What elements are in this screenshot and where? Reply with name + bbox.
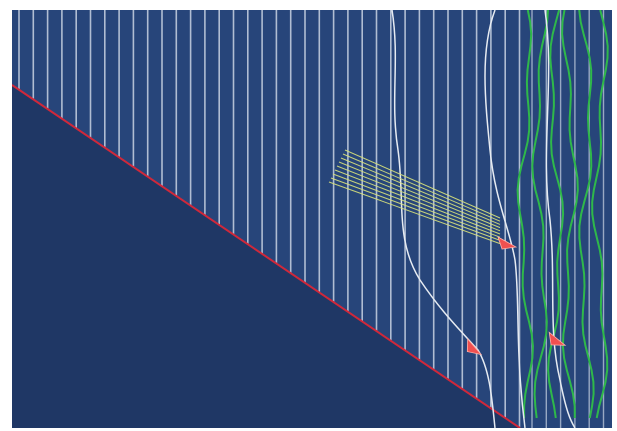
vessel-marker bbox=[548, 331, 567, 346]
yellow-line bbox=[334, 169, 501, 235]
green-track bbox=[578, 10, 595, 419]
white-track bbox=[391, 10, 496, 428]
white-track bbox=[544, 10, 576, 428]
vessel-marker bbox=[497, 236, 518, 250]
green-track bbox=[516, 10, 534, 418]
yellow-line bbox=[332, 173, 501, 238]
green-track bbox=[561, 10, 579, 419]
yellow-line bbox=[340, 157, 501, 225]
green-track bbox=[591, 10, 609, 419]
yellow-line bbox=[344, 149, 501, 219]
track-lines bbox=[12, 10, 609, 428]
boundary-line bbox=[12, 84, 521, 428]
green-track bbox=[547, 10, 565, 419]
yellow-line bbox=[330, 177, 501, 241]
yellow-line bbox=[338, 161, 501, 229]
vessel-marker bbox=[466, 337, 483, 356]
white-track bbox=[484, 10, 526, 428]
yellow-line bbox=[328, 181, 501, 245]
yellow-line bbox=[342, 153, 501, 222]
green-track bbox=[531, 10, 549, 419]
yellow-line bbox=[336, 165, 501, 232]
